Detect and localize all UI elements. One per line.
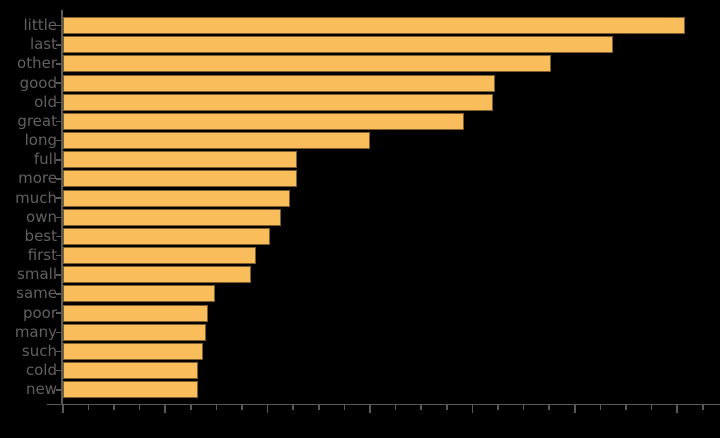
category-label: poor <box>22 303 57 322</box>
x-major-tick <box>676 405 678 413</box>
bar <box>62 132 370 150</box>
bar <box>62 266 251 284</box>
y-tick <box>56 293 61 295</box>
category-label: old <box>34 92 57 111</box>
bar <box>62 362 199 380</box>
y-tick <box>56 197 61 199</box>
y-tick <box>56 24 61 27</box>
y-tick <box>56 82 61 84</box>
y-tick <box>56 350 61 353</box>
y-tick <box>56 274 61 276</box>
y-tick <box>56 159 61 161</box>
y-tick <box>56 369 61 372</box>
y-tick <box>56 312 61 314</box>
category-label: cold <box>25 361 57 380</box>
category-label: small <box>17 265 57 284</box>
category-label: last <box>29 35 57 54</box>
category-label: other <box>17 54 57 73</box>
x-minor-tick <box>190 405 192 410</box>
y-tick <box>56 389 61 391</box>
bar <box>62 36 613 54</box>
y-tick <box>56 139 61 142</box>
x-major-tick <box>574 405 576 413</box>
x-minor-tick <box>702 405 704 410</box>
x-minor-tick <box>113 405 115 410</box>
y-tick <box>56 63 61 65</box>
category-label: great <box>17 111 57 130</box>
bar <box>62 74 496 92</box>
x-minor-tick <box>548 405 550 410</box>
bar <box>62 170 297 188</box>
category-label: full <box>33 150 57 169</box>
x-axis-line <box>47 403 720 405</box>
x-minor-tick <box>497 405 499 410</box>
x-minor-tick <box>394 405 397 410</box>
x-minor-tick <box>420 405 422 410</box>
category-label: little <box>23 16 58 35</box>
x-major-tick <box>62 405 64 413</box>
y-axis-spine <box>61 10 63 405</box>
x-minor-tick <box>625 405 627 410</box>
category-label: many <box>14 322 57 341</box>
y-tick <box>56 254 61 257</box>
x-major-tick <box>164 405 166 413</box>
x-minor-tick <box>292 405 294 410</box>
bar <box>62 285 215 303</box>
bar <box>62 381 199 399</box>
y-tick <box>56 178 61 180</box>
y-tick <box>56 101 61 104</box>
x-minor-tick <box>599 405 602 410</box>
category-label: more <box>18 169 57 188</box>
y-tick <box>56 331 61 334</box>
bar <box>62 208 282 226</box>
bar <box>62 112 465 130</box>
bar <box>62 55 552 73</box>
x-minor-tick <box>522 405 525 410</box>
bar <box>62 323 206 341</box>
category-label: best <box>24 226 57 245</box>
category-label: first <box>27 246 57 265</box>
category-label: same <box>16 284 57 303</box>
bar <box>62 304 209 322</box>
category-label: long <box>24 131 57 150</box>
category-label: own <box>26 207 57 226</box>
x-minor-tick <box>343 405 346 410</box>
y-tick <box>56 44 61 46</box>
x-minor-tick <box>241 405 243 410</box>
y-tick <box>56 216 61 219</box>
category-label: new <box>25 380 57 399</box>
x-major-tick <box>471 405 474 413</box>
x-major-tick <box>369 405 371 413</box>
x-minor-tick <box>87 405 90 410</box>
bar <box>62 342 204 360</box>
category-label: such <box>21 341 57 360</box>
x-minor-tick <box>446 405 448 410</box>
bar <box>62 227 270 245</box>
x-minor-tick <box>318 405 320 410</box>
category-label: good <box>19 73 57 92</box>
x-minor-tick <box>650 405 653 410</box>
bar <box>62 247 256 265</box>
bar <box>62 17 685 35</box>
x-minor-tick <box>138 405 141 410</box>
y-tick <box>56 120 61 123</box>
bar <box>62 189 291 207</box>
x-minor-tick <box>215 405 218 410</box>
bar <box>62 151 297 169</box>
bar <box>62 93 493 111</box>
category-label: much <box>15 188 57 207</box>
x-major-tick <box>266 405 269 413</box>
y-tick <box>56 235 61 238</box>
